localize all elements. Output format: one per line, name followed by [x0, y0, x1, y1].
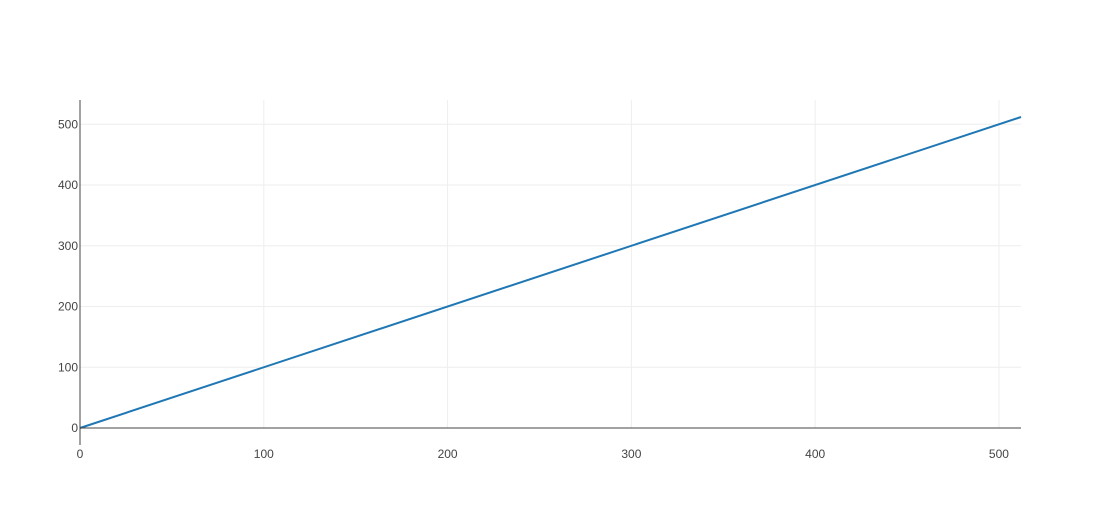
x-tick-label: 0: [77, 447, 84, 461]
series-layer: [79, 116, 1022, 429]
y-tick-label: 100: [58, 360, 78, 374]
y-tick-label: 200: [58, 300, 78, 314]
tick-layer: 0 100 200 300 400 500 0 100 200 300 400 500: [58, 117, 1009, 461]
x-tick-label: 100: [254, 447, 274, 461]
y-tick-label: 0: [71, 421, 78, 435]
series-line: [79, 116, 1022, 429]
x-tick-label: 200: [438, 447, 458, 461]
y-tick-label: 400: [58, 178, 78, 192]
grid-layer: [80, 100, 1021, 428]
x-tick-label: 500: [989, 447, 1009, 461]
x-tick-label: 300: [621, 447, 641, 461]
y-tick-label: 500: [58, 117, 78, 131]
axis-layer: [79, 100, 1021, 445]
y-tick-label: 300: [58, 239, 78, 253]
x-tick-label: 400: [805, 447, 825, 461]
